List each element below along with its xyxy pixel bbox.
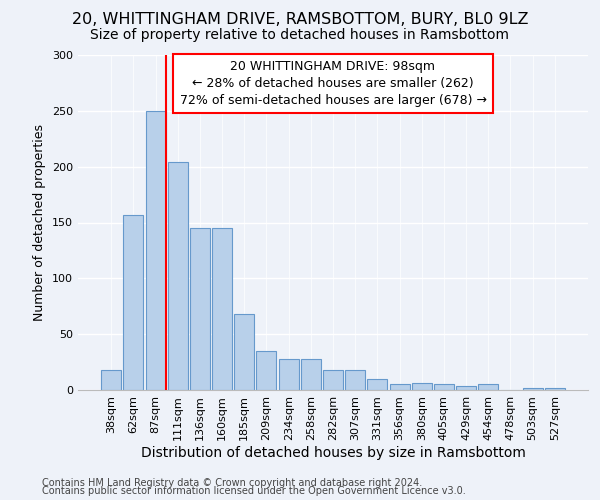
Text: 20 WHITTINGHAM DRIVE: 98sqm
← 28% of detached houses are smaller (262)
72% of se: 20 WHITTINGHAM DRIVE: 98sqm ← 28% of det… xyxy=(179,60,487,107)
Bar xyxy=(478,384,498,390)
Bar xyxy=(456,386,476,390)
Bar xyxy=(168,162,188,390)
Bar xyxy=(367,379,388,390)
Text: Size of property relative to detached houses in Ramsbottom: Size of property relative to detached ho… xyxy=(91,28,509,42)
Bar xyxy=(256,351,277,390)
Bar xyxy=(301,358,321,390)
Bar xyxy=(345,370,365,390)
Bar xyxy=(523,388,542,390)
Bar xyxy=(190,228,210,390)
Bar xyxy=(212,228,232,390)
Bar xyxy=(146,111,166,390)
Y-axis label: Number of detached properties: Number of detached properties xyxy=(34,124,46,321)
Bar xyxy=(545,388,565,390)
Bar xyxy=(412,384,432,390)
Bar xyxy=(234,314,254,390)
Bar xyxy=(389,384,410,390)
Text: Contains public sector information licensed under the Open Government Licence v3: Contains public sector information licen… xyxy=(42,486,466,496)
Bar xyxy=(278,358,299,390)
Bar xyxy=(323,370,343,390)
Bar xyxy=(101,370,121,390)
X-axis label: Distribution of detached houses by size in Ramsbottom: Distribution of detached houses by size … xyxy=(140,446,526,460)
Bar xyxy=(434,384,454,390)
Text: 20, WHITTINGHAM DRIVE, RAMSBOTTOM, BURY, BL0 9LZ: 20, WHITTINGHAM DRIVE, RAMSBOTTOM, BURY,… xyxy=(72,12,528,28)
Text: Contains HM Land Registry data © Crown copyright and database right 2024.: Contains HM Land Registry data © Crown c… xyxy=(42,478,422,488)
Bar xyxy=(124,214,143,390)
